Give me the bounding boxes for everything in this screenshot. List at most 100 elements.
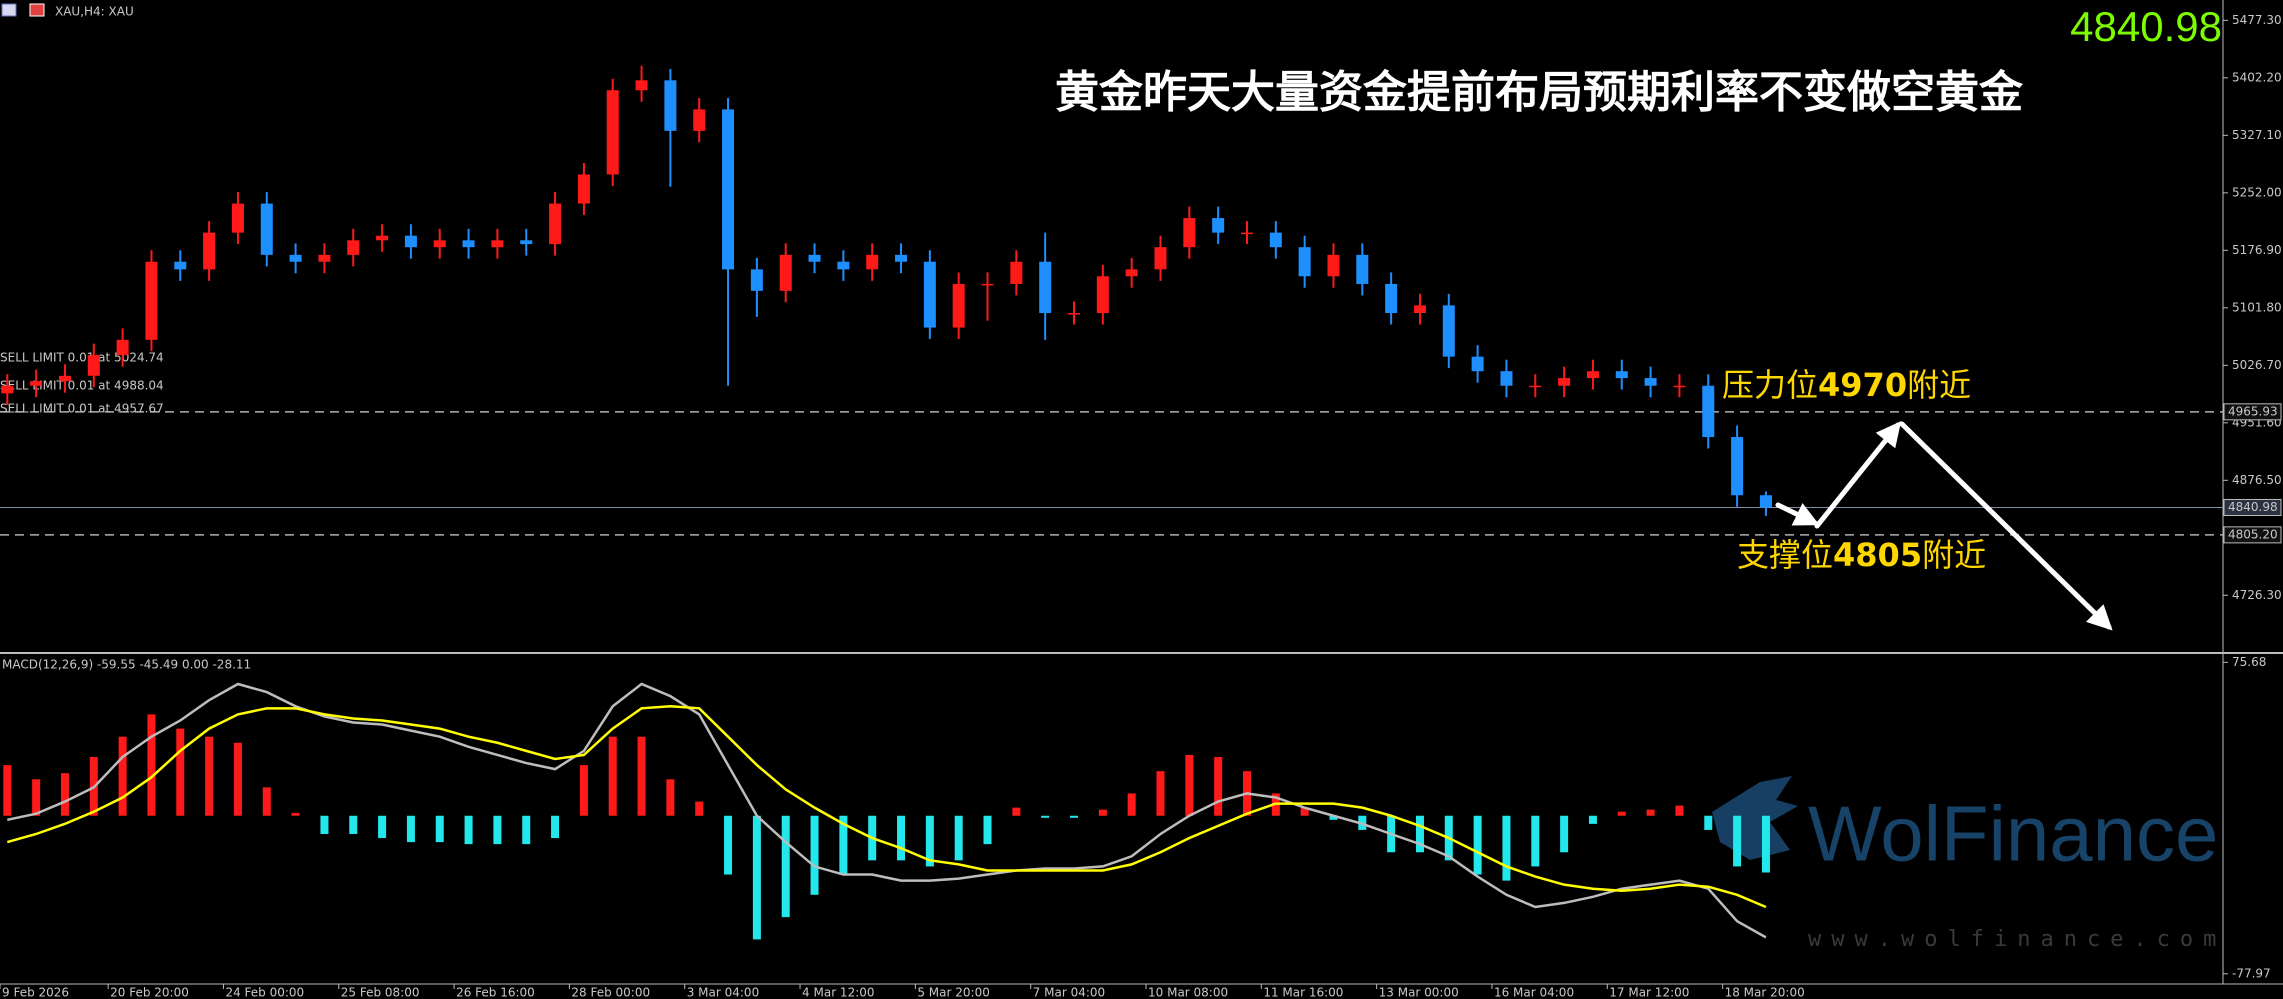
y-tick-label: 5176.90 [2232,243,2282,257]
macd-histogram-bar [1646,809,1655,816]
candle-body [1356,254,1369,284]
y-tick-label: 5477.30 [2232,13,2282,27]
macd-histogram-bar [579,765,588,816]
macd-histogram-bar [493,815,502,845]
candle-body [750,269,763,291]
macd-histogram-bar [1617,811,1626,816]
candle-body [837,261,850,270]
macd-histogram-bar [205,736,214,816]
price-label: 4840.98 [2228,500,2278,514]
resistance-label: 压力位4970附近 [1722,366,1971,404]
macd-histogram-bar [406,815,415,843]
menu-icon[interactable] [1,3,17,17]
x-tick-label: 10 Mar 08:00 [1148,986,1228,999]
annotation-part: 4805 [1833,536,1922,574]
candle-body [1442,305,1455,357]
x-tick-label: 25 Feb 08:00 [341,986,420,999]
y-tick-label: 5252.00 [2232,185,2282,199]
candle-body [462,240,475,248]
macd-histogram-bar [1156,771,1165,816]
candle-body [1385,283,1398,314]
candle-body [1068,313,1081,315]
order-label: SELL LIMIT 0.01 at 5024.74 [0,350,164,364]
macd-histogram-bar [522,815,531,845]
macd-histogram-bar [1329,815,1338,820]
macd-histogram-bar [839,815,848,875]
macd-histogram-bar [637,736,646,816]
candle-body [433,240,446,248]
watermark: WolFinance [1808,790,2218,878]
candle-body [174,261,187,270]
macd-histogram-bar [695,801,704,816]
price-label-box [2223,498,2282,516]
chart-icon[interactable] [29,3,45,17]
candle-body [808,254,821,262]
macd-histogram-bar [551,815,560,839]
candle-body [664,80,677,131]
x-tick-label: 24 Feb 00:00 [225,986,304,999]
candle-body [1269,232,1282,248]
macd-histogram-bar [1473,815,1482,875]
macd-histogram-bar [435,815,444,843]
candle-body [1154,247,1167,270]
macd-y-tick-label: -77.97 [2232,966,2271,980]
candle-body [1673,385,1686,388]
trend-arrows [1775,421,2113,631]
symbol-header: XAU,H4: XAU [55,5,134,19]
candle-body [606,90,619,175]
annotation-part: 支撑位 [1737,536,1833,574]
macd-histogram-bar [378,815,387,839]
candle-body [145,261,158,340]
candle-body [347,240,360,255]
price-label-box [2223,403,2282,421]
candle-body [58,375,71,382]
macd-histogram-bar [1531,815,1540,867]
x-tick-label: 28 Feb 00:00 [571,986,650,999]
macd-histogram-bar [1185,754,1194,816]
macd-histogram-bar [1761,815,1770,873]
macd-histogram-bar [118,736,127,816]
macd-histogram-bar [810,815,819,895]
candle-body [376,235,389,241]
macd-histogram-bar [1588,815,1597,824]
macd-histogram-bar [291,812,300,816]
candle-body [1,385,14,394]
macd-line [7,682,1767,939]
candle-body [1010,261,1023,284]
candle-body [866,254,879,270]
candle-body [722,109,735,270]
price-label: 4965.93 [2228,404,2278,418]
candle-body [1731,437,1744,496]
candle-body [635,80,648,91]
macd-histogram-bar [1098,809,1107,816]
macd-histogram-bar [897,815,906,861]
candle-body [1298,247,1311,277]
candle-body [1096,276,1109,314]
candle-body [289,254,302,262]
candle-body [203,232,216,270]
candle-body [693,109,706,131]
annotation-part: 附近 [1922,536,1986,574]
x-tick-label: 17 Mar 12:00 [1609,986,1689,999]
macd-y-tick-label: 75.68 [2232,655,2266,669]
y-tick-label: 5402.20 [2232,70,2282,84]
macd-histogram-bar [60,773,69,816]
candle-body [1558,378,1571,386]
candle-body [549,203,562,245]
candle-body [260,203,273,255]
macd-histogram-bar [147,714,156,816]
macd-histogram-bar [1675,805,1684,816]
candle-body [116,339,129,356]
order-label: SELL LIMIT 0.01 at 4957.67 [0,402,164,416]
y-tick-label: 4876.50 [2232,473,2282,487]
macd-histogram-bar [781,815,790,918]
candle-body [231,203,244,233]
candle-body [1702,385,1715,438]
macd-histogram-bar [262,787,271,816]
price-label-box [2223,526,2282,544]
x-tick-label: 11 Mar 16:00 [1263,986,1343,999]
x-tick-label: 4 Mar 12:00 [802,986,875,999]
candle-body [1500,371,1513,386]
macd-histogram-bar [1214,756,1223,816]
